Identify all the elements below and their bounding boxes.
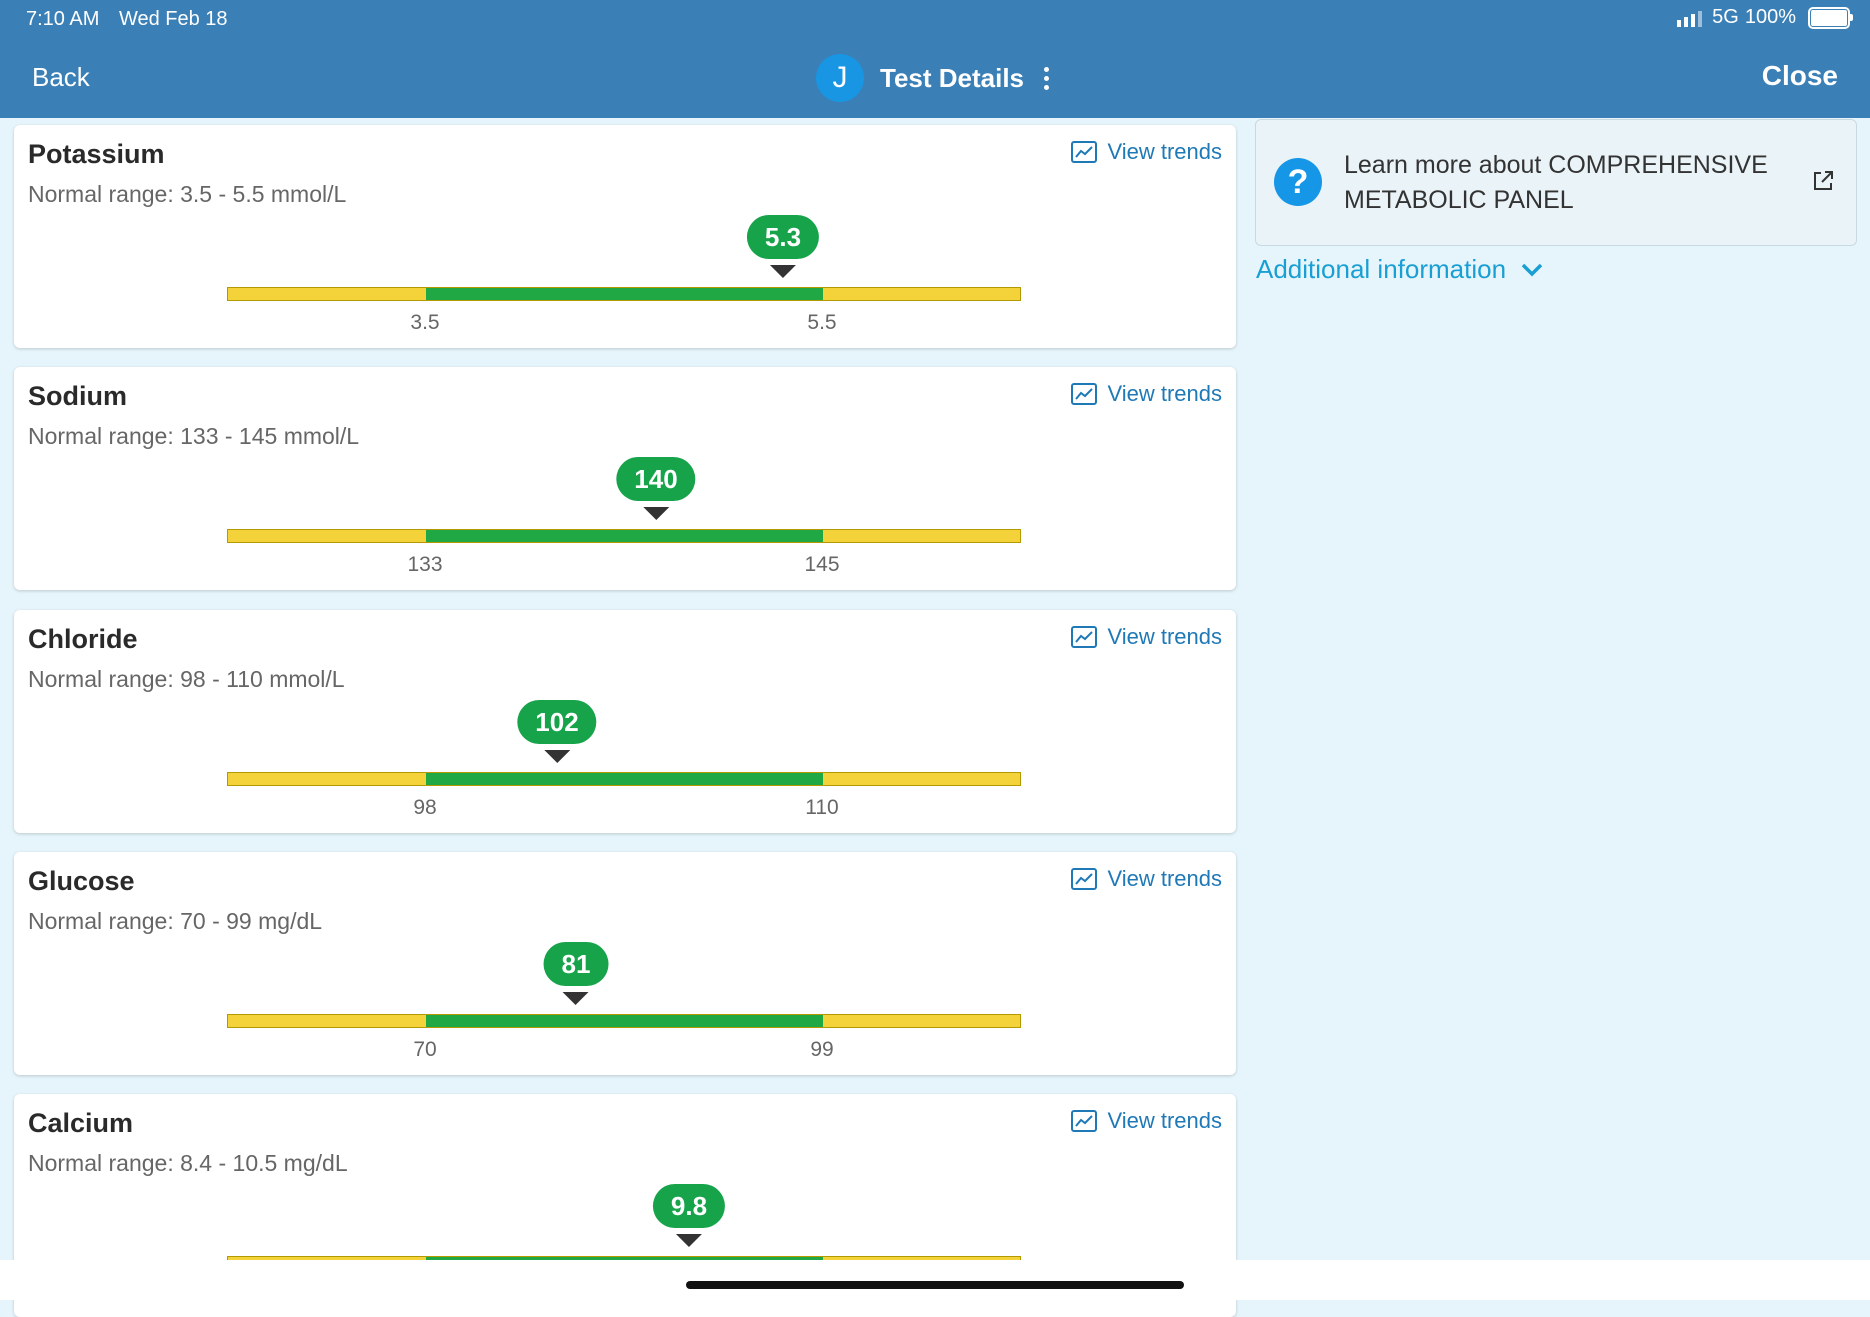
view-trends-label: View trends (1107, 1108, 1222, 1133)
range-high-tick: 110 (805, 796, 839, 819)
marker-arrow-icon (676, 1234, 702, 1247)
more-options-icon[interactable] (1044, 66, 1050, 90)
test-name: Sodium (28, 381, 127, 411)
range-bar (227, 1014, 1021, 1028)
view-trends-link[interactable]: View trends (1071, 624, 1222, 650)
status-bar-right: 5G 100% (1677, 6, 1853, 29)
additional-information-label: Additional information (1256, 254, 1507, 284)
result-marker: 81 (543, 942, 609, 1005)
view-trends-label: View trends (1107, 381, 1222, 406)
result-marker: 9.8 (652, 1184, 726, 1247)
range-low-tick: 133 (407, 553, 443, 576)
additional-information-toggle[interactable]: Additional information (1256, 254, 1544, 285)
external-link-icon[interactable] (1812, 170, 1834, 192)
battery-icon (1808, 6, 1853, 29)
battery-percent: 100% (1744, 6, 1796, 28)
range-bar (227, 772, 1021, 786)
trend-chart-icon (1071, 1110, 1098, 1132)
bottom-safe-area (0, 1260, 1870, 1300)
view-trends-link[interactable]: View trends (1071, 866, 1222, 892)
view-trends-link[interactable]: View trends (1071, 381, 1222, 407)
test-card-sodium: Sodium Normal range: 133 - 145 mmol/L Vi… (14, 367, 1236, 590)
trend-chart-icon (1071, 141, 1098, 163)
result-value: 140 (616, 457, 696, 501)
learn-more-card[interactable]: ? Learn more about COMPREHENSIVE METABOL… (1255, 119, 1857, 246)
trend-chart-icon (1071, 626, 1098, 648)
status-time: 7:10 AM (26, 8, 100, 30)
view-trends-label: View trends (1107, 139, 1222, 164)
test-card-potassium: Potassium Normal range: 3.5 - 5.5 mmol/L… (14, 125, 1236, 348)
result-value: 9.8 (652, 1184, 726, 1228)
trend-chart-icon (1071, 868, 1098, 890)
marker-arrow-icon (770, 265, 796, 278)
range-low-tick: 70 (413, 1038, 437, 1061)
view-trends-link[interactable]: View trends (1071, 139, 1222, 165)
page-title: Test Details (880, 62, 1025, 93)
test-card-glucose: Glucose Normal range: 70 - 99 mg/dL View… (14, 852, 1236, 1075)
marker-arrow-icon (562, 992, 589, 1005)
test-name: Potassium (28, 139, 165, 169)
close-button[interactable]: Close (1761, 60, 1838, 91)
view-trends-label: View trends (1107, 624, 1222, 649)
normal-range: Normal range: 98 - 110 mmol/L (28, 666, 345, 692)
result-marker: 102 (517, 700, 597, 763)
back-button[interactable]: Back (32, 62, 90, 92)
chevron-down-icon (1521, 263, 1543, 276)
normal-range: Normal range: 133 - 145 mmol/L (28, 423, 360, 449)
range-high-tick: 99 (810, 1038, 834, 1061)
range-low-tick: 3.5 (410, 311, 440, 334)
status-bar-left: 7:10 AM Wed Feb 18 (26, 8, 242, 31)
normal-range: Normal range: 70 - 99 mg/dL (28, 908, 323, 934)
result-marker: 5.3 (746, 215, 820, 278)
test-card-chloride: Chloride Normal range: 98 - 110 mmol/L V… (14, 610, 1236, 833)
range-low-tick: 98 (413, 796, 437, 819)
top-bar: 7:10 AM Wed Feb 18 5G 100% Back J Test D… (0, 0, 1870, 118)
test-name: Glucose (28, 866, 135, 896)
range-bar (227, 529, 1021, 543)
avatar[interactable]: J (816, 54, 864, 102)
learn-more-text: Learn more about COMPREHENSIVE METABOLIC… (1344, 151, 1768, 214)
result-value: 81 (543, 942, 609, 986)
network-label: 5G (1712, 6, 1739, 28)
range-high-tick: 5.5 (807, 311, 837, 334)
view-trends-label: View trends (1107, 866, 1222, 891)
result-marker: 140 (616, 457, 696, 520)
range-bar (227, 287, 1021, 301)
home-indicator[interactable] (686, 1281, 1184, 1289)
marker-arrow-icon (642, 507, 669, 520)
result-value: 5.3 (746, 215, 820, 259)
view-trends-link[interactable]: View trends (1071, 1108, 1222, 1134)
header-title-group: J Test Details (816, 54, 1050, 102)
signal-icon (1677, 9, 1703, 27)
range-high-tick: 145 (804, 553, 840, 576)
help-icon: ? (1274, 158, 1322, 206)
normal-range: Normal range: 8.4 - 10.5 mg/dL (28, 1150, 348, 1176)
normal-range: Normal range: 3.5 - 5.5 mmol/L (28, 181, 347, 207)
result-value: 102 (517, 700, 597, 744)
test-name: Calcium (28, 1108, 134, 1138)
marker-arrow-icon (543, 750, 570, 763)
trend-chart-icon (1071, 383, 1098, 405)
test-name: Chloride (28, 624, 138, 654)
status-date: Wed Feb 18 (118, 8, 228, 30)
